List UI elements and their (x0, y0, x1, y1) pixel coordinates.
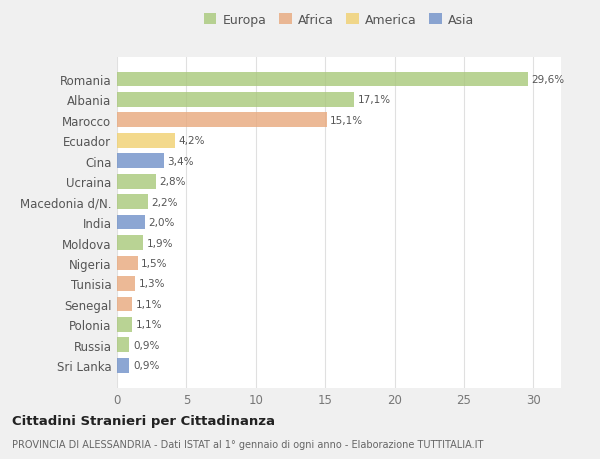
Text: 2,0%: 2,0% (148, 218, 175, 228)
Bar (117, 113, 326, 128)
Text: 3,4%: 3,4% (167, 157, 194, 166)
Bar (117, 93, 354, 107)
Text: Cittadini Stranieri per Cittadinanza: Cittadini Stranieri per Cittadinanza (12, 414, 275, 428)
Text: 1,1%: 1,1% (136, 299, 162, 309)
Text: 15,1%: 15,1% (330, 116, 363, 126)
Text: 1,3%: 1,3% (139, 279, 165, 289)
Text: 2,2%: 2,2% (151, 197, 178, 207)
Bar (117, 215, 145, 230)
Bar (117, 297, 132, 312)
Bar (117, 235, 143, 250)
Text: 17,1%: 17,1% (358, 95, 391, 105)
Text: 1,1%: 1,1% (136, 319, 162, 330)
Text: 1,9%: 1,9% (147, 238, 173, 248)
Bar (117, 195, 148, 210)
Bar (117, 338, 130, 353)
Bar (117, 134, 175, 148)
Bar (117, 358, 130, 373)
Bar (117, 174, 156, 189)
Bar (117, 276, 135, 291)
Bar (117, 256, 138, 271)
Text: 0,9%: 0,9% (133, 360, 160, 370)
Bar (117, 154, 164, 169)
Bar (117, 73, 528, 87)
Bar (117, 317, 132, 332)
Legend: Europa, Africa, America, Asia: Europa, Africa, America, Asia (204, 14, 474, 27)
Text: 2,8%: 2,8% (160, 177, 186, 187)
Text: PROVINCIA DI ALESSANDRIA - Dati ISTAT al 1° gennaio di ogni anno - Elaborazione : PROVINCIA DI ALESSANDRIA - Dati ISTAT al… (12, 440, 484, 449)
Text: 29,6%: 29,6% (531, 75, 564, 85)
Text: 0,9%: 0,9% (133, 340, 160, 350)
Text: 1,5%: 1,5% (141, 258, 168, 269)
Text: 4,2%: 4,2% (179, 136, 205, 146)
